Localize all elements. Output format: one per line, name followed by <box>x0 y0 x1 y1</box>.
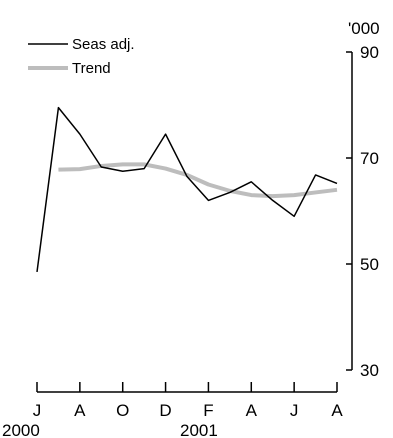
y-axis-ticks: 30 50 70 90 <box>346 43 379 380</box>
x-tick-label-6: J <box>290 401 299 420</box>
x-tick-label-7: A <box>331 401 343 420</box>
series-line-seas-adj <box>36 106 338 273</box>
legend-label-seas-adj: Seas adj. <box>72 36 135 53</box>
x-tick-label-1: A <box>74 401 86 420</box>
x-tick-label-4: F <box>203 401 213 420</box>
legend-label-trend: Trend <box>72 60 111 77</box>
y-tick-label-90: 90 <box>360 43 379 62</box>
x-tick-label-3: D <box>159 401 171 420</box>
y-axis-unit-label: '000 <box>348 19 380 38</box>
year-label-2001: 2001 <box>180 421 218 438</box>
y-tick-label-50: 50 <box>360 255 379 274</box>
year-label-2000: 2000 <box>2 421 40 438</box>
y-tick-label-70: 70 <box>360 149 379 168</box>
series-line-trend <box>58 162 338 199</box>
x-tick-label-5: A <box>246 401 258 420</box>
x-tick-label-0: J <box>33 401 42 420</box>
series-layer <box>36 106 338 273</box>
y-tick-label-30: 30 <box>360 361 379 380</box>
legend: Seas adj. Trend <box>28 36 135 77</box>
x-tick-label-2: O <box>116 401 129 420</box>
